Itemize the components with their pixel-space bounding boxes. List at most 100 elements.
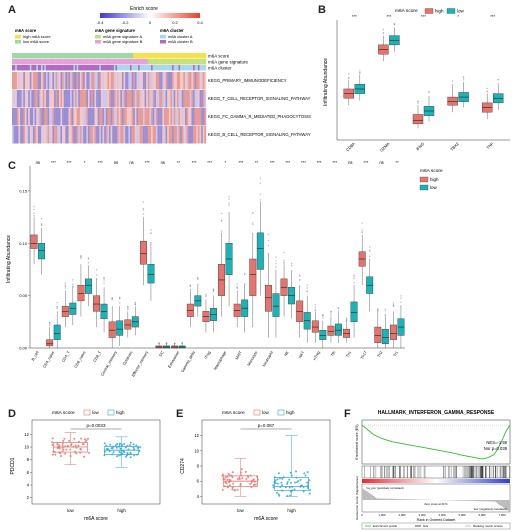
outlier-point (290, 262, 293, 265)
annotation-cell (44, 65, 47, 71)
annotation-cell (102, 59, 105, 65)
outlier-point (462, 75, 465, 78)
data-point (56, 447, 59, 450)
annotation-cell (136, 65, 139, 71)
outlier-point (40, 224, 43, 226)
heatmap-cell (36, 90, 39, 108)
data-point (297, 480, 300, 483)
box-low-CD4_naive (53, 324, 61, 340)
annotation-cell (70, 53, 73, 59)
heatmap-cell (125, 126, 127, 144)
outlier-point (382, 28, 385, 31)
heatmap-cell (149, 126, 152, 144)
heatmap-cell (157, 72, 160, 90)
outlier-point (428, 96, 430, 98)
heatmap-cell (180, 126, 182, 144)
significance-label: * (84, 160, 86, 165)
heatmap-cell (45, 108, 48, 126)
heatmap-cell (18, 72, 21, 90)
heatmap-cell (18, 90, 21, 108)
data-point (231, 488, 234, 491)
heatmap-cell (204, 72, 207, 90)
annotation-cell (94, 59, 97, 65)
heatmap-cell (196, 90, 199, 108)
y-tick-label: 4 (197, 494, 200, 499)
heatmap-cell (183, 126, 186, 144)
outlier-point (382, 32, 385, 34)
heatmap-cell (15, 108, 18, 126)
heatmap-cell (109, 108, 111, 126)
panel-letter-c: C (8, 160, 16, 172)
annotation-cell (170, 65, 173, 71)
outlier-point (348, 73, 350, 75)
heatmap-cell (13, 72, 16, 90)
data-point (306, 484, 309, 487)
annotation-cell (66, 65, 69, 71)
heatmap-cell (191, 72, 194, 90)
data-point (77, 444, 80, 447)
annotation-cell (147, 59, 150, 65)
heatmap-cell (20, 72, 22, 90)
plot-frame (31, 419, 161, 505)
annotation-cell (49, 53, 51, 59)
annotation-cell (191, 59, 194, 65)
x-tick-label: CD8_T (93, 350, 103, 363)
data-point (294, 481, 297, 484)
data-point (106, 447, 109, 450)
y-tick-label: 4 (27, 483, 30, 488)
heatmap-cell (125, 90, 127, 108)
annotation-cell (42, 65, 45, 71)
outlier-point (150, 229, 152, 231)
data-point (135, 444, 138, 447)
heatmap-cell (86, 108, 89, 126)
annotation-cell (138, 65, 140, 71)
heatmap-cell (128, 72, 131, 90)
x-tick-label: GZMA (379, 141, 391, 153)
heatmap-cell (121, 108, 124, 126)
box-high-Th2 (374, 326, 382, 343)
heatmap-cell (204, 90, 207, 108)
data-point (306, 486, 309, 489)
data-point (68, 439, 71, 442)
heatmap-cell (50, 108, 53, 126)
legend-label: high (116, 410, 125, 415)
heatmap-cell (168, 90, 171, 108)
annotation-cell (62, 65, 64, 71)
heatmap-cell (62, 126, 64, 144)
data-point (59, 452, 62, 455)
outlier-point (212, 289, 215, 291)
annotation-cell (117, 65, 119, 71)
annotation-cell (34, 65, 37, 71)
data-point (254, 483, 257, 486)
data-point (124, 446, 127, 449)
annotation-cell (34, 53, 37, 59)
metric-label: 'low' (negatively correlated) (473, 507, 507, 511)
annotation-cell (84, 59, 87, 65)
annotation-cell (183, 53, 186, 59)
heatmap-cell (160, 72, 163, 90)
annotation-cell (50, 65, 53, 71)
heatmap-cell (194, 108, 197, 126)
annotation-cell (16, 65, 19, 71)
outlier-point (72, 279, 74, 281)
annotation-cell (184, 53, 187, 59)
heatmap-cell (189, 72, 192, 90)
outlier-point (290, 270, 293, 272)
heatmap-cell (130, 72, 132, 90)
heatmap-cell (92, 72, 95, 90)
data-point (105, 444, 108, 447)
x-tick-label: MAIT (235, 350, 243, 360)
annotation-cell (194, 53, 197, 59)
gsea-legend-label: Ranking metric scores (473, 524, 503, 528)
outlier-point (197, 276, 199, 279)
box-high-CD8_naive (77, 284, 85, 302)
heatmap-cell (37, 90, 40, 108)
annotation-cell (34, 59, 37, 65)
heatmap-cell (112, 108, 115, 126)
significance-label: ** (177, 160, 181, 165)
annotation-cell (39, 53, 42, 59)
heatmap-cell (163, 126, 166, 144)
ranking-metric-area (362, 488, 510, 512)
x-tick-label: CD8_naive (74, 351, 87, 369)
heatmap-cell (128, 108, 131, 126)
